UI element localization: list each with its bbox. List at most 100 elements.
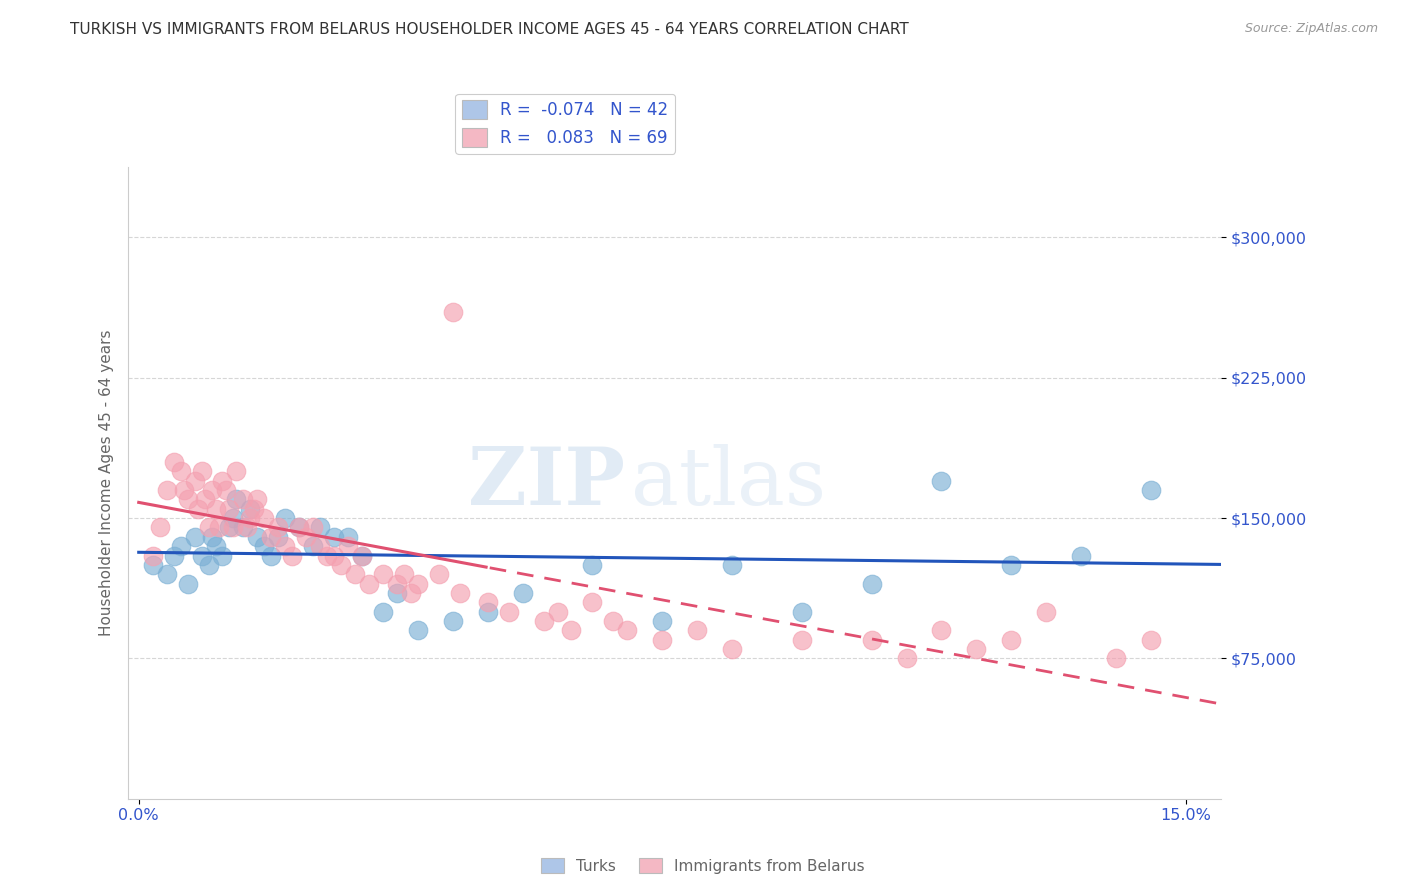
Point (176, 492, 198, 507)
Text: atlas: atlas (631, 444, 825, 522)
Point (288, 520, 311, 534)
Point (931, 624, 953, 638)
Point (215, 483, 238, 497)
Point (267, 520, 290, 534)
Point (246, 530, 269, 544)
Point (392, 567, 415, 582)
Point (142, 549, 165, 563)
Point (260, 530, 283, 544)
Point (790, 605, 813, 619)
Point (149, 520, 172, 534)
Point (187, 501, 209, 516)
Point (965, 642, 987, 657)
Point (860, 576, 883, 591)
Point (218, 501, 240, 516)
Point (218, 520, 240, 534)
Point (441, 305, 464, 319)
Point (385, 576, 408, 591)
Point (399, 586, 422, 600)
Point (222, 520, 245, 534)
Point (169, 464, 191, 478)
Point (253, 539, 276, 553)
Point (162, 455, 184, 469)
Point (309, 520, 332, 534)
Text: TURKISH VS IMMIGRANTS FROM BELARUS HOUSEHOLDER INCOME AGES 45 - 64 YEARS CORRELA: TURKISH VS IMMIGRANTS FROM BELARUS HOUSE… (70, 22, 910, 37)
Point (337, 530, 360, 544)
Point (616, 624, 638, 638)
Point (190, 464, 212, 478)
Point (560, 624, 582, 638)
Point (581, 595, 603, 609)
Point (197, 520, 219, 534)
Point (581, 558, 603, 572)
Point (371, 567, 394, 582)
Legend: Turks, Immigrants from Belarus: Turks, Immigrants from Belarus (536, 852, 870, 880)
Point (183, 530, 205, 544)
Point (201, 483, 224, 497)
Point (352, 549, 374, 563)
Point (267, 530, 290, 544)
Point (1035, 605, 1057, 619)
Point (204, 501, 226, 516)
Point (204, 539, 226, 553)
Point (208, 520, 231, 534)
Point (211, 549, 233, 563)
Point (156, 567, 179, 582)
Point (302, 520, 325, 534)
Point (547, 605, 569, 619)
Point (222, 511, 245, 525)
Point (721, 558, 744, 572)
Point (651, 632, 673, 647)
Point (896, 651, 918, 665)
Point (302, 539, 325, 553)
Point (274, 539, 297, 553)
Point (512, 586, 534, 600)
Point (1000, 632, 1022, 647)
Legend: R =  -0.074   N = 42, R =   0.083   N = 69: R = -0.074 N = 42, R = 0.083 N = 69 (456, 94, 675, 153)
Point (162, 549, 184, 563)
Point (371, 605, 394, 619)
Point (232, 492, 254, 507)
Point (449, 586, 471, 600)
Point (253, 511, 276, 525)
Point (173, 483, 195, 497)
Point (1140, 632, 1163, 647)
Point (183, 474, 205, 488)
Point (330, 558, 353, 572)
Point (236, 520, 259, 534)
Point (931, 474, 953, 488)
Point (1140, 483, 1163, 497)
Point (686, 624, 709, 638)
Point (406, 624, 429, 638)
Point (190, 549, 212, 563)
Text: ZIP: ZIP (468, 444, 626, 522)
Point (721, 642, 744, 657)
Point (602, 614, 624, 628)
Point (211, 474, 233, 488)
Point (281, 549, 304, 563)
Y-axis label: Householder Income Ages 45 - 64 years: Householder Income Ages 45 - 64 years (100, 330, 114, 636)
Point (239, 501, 262, 516)
Point (176, 576, 198, 591)
Point (790, 632, 813, 647)
Point (323, 530, 346, 544)
Point (239, 511, 262, 525)
Point (246, 492, 269, 507)
Point (441, 614, 464, 628)
Point (201, 530, 224, 544)
Point (533, 614, 555, 628)
Point (288, 520, 311, 534)
Point (274, 511, 297, 525)
Point (344, 567, 367, 582)
Point (156, 483, 179, 497)
Point (427, 567, 450, 582)
Point (1000, 558, 1022, 572)
Point (194, 492, 217, 507)
Point (498, 605, 520, 619)
Point (651, 614, 673, 628)
Text: Source: ZipAtlas.com: Source: ZipAtlas.com (1244, 22, 1378, 36)
Point (477, 605, 499, 619)
Point (860, 632, 883, 647)
Point (385, 586, 408, 600)
Point (142, 558, 165, 572)
